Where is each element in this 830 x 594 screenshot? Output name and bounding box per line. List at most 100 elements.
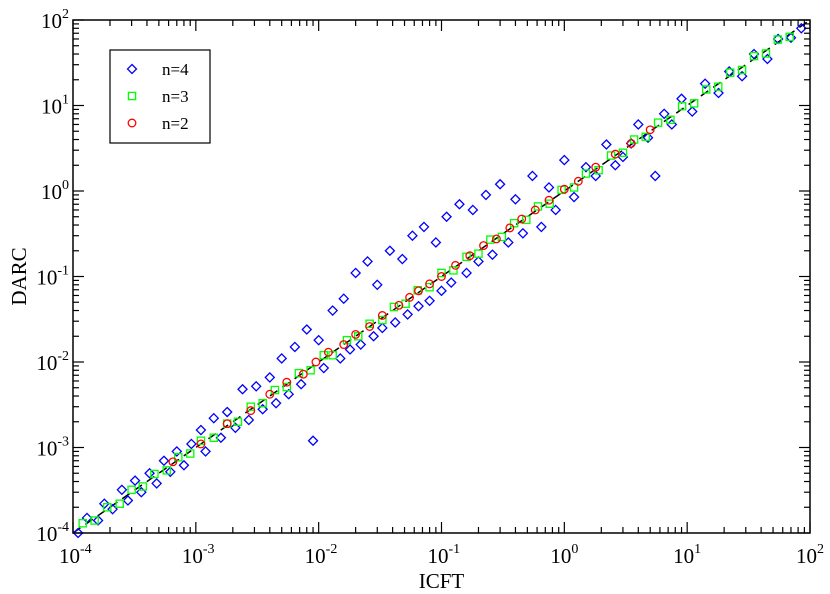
data-point-square bbox=[150, 469, 159, 479]
legend-marker-circle bbox=[127, 118, 137, 128]
data-point-diamond bbox=[445, 277, 457, 288]
y-tick-label: 101 bbox=[41, 93, 69, 119]
data-point-diamond bbox=[221, 406, 233, 418]
legend: n=4 n=3 n=2 bbox=[109, 49, 211, 144]
data-point-circle bbox=[491, 234, 501, 244]
legend-marker-diamond bbox=[126, 63, 138, 75]
data-point-square bbox=[725, 68, 735, 77]
data-point-diamond bbox=[676, 93, 687, 105]
data-point-diamond bbox=[257, 403, 269, 415]
data-point-diamond bbox=[494, 178, 506, 190]
data-point-circle bbox=[465, 251, 475, 261]
data-point-diamond bbox=[122, 495, 134, 506]
data-point-circle bbox=[573, 176, 583, 186]
data-point-square bbox=[246, 402, 256, 411]
data-point-diamond bbox=[355, 339, 367, 350]
data-point-square bbox=[115, 499, 124, 508]
legend-marker-n4 bbox=[126, 63, 138, 75]
legend-box bbox=[109, 49, 211, 144]
data-point-diamond bbox=[151, 478, 163, 489]
data-points bbox=[72, 22, 807, 539]
data-point-circle bbox=[365, 322, 375, 331]
data-point-diamond bbox=[250, 380, 262, 392]
y-tick-label: 10-4 bbox=[36, 520, 69, 546]
data-point-diamond bbox=[116, 484, 128, 496]
data-point-diamond bbox=[590, 170, 602, 182]
data-point-diamond bbox=[558, 154, 570, 166]
data-point-diamond bbox=[129, 475, 141, 487]
data-point-diamond bbox=[436, 285, 447, 297]
data-point-diamond bbox=[699, 78, 711, 90]
data-point-square bbox=[761, 49, 771, 58]
data-point-diamond bbox=[185, 438, 197, 450]
data-point-diamond bbox=[407, 230, 418, 242]
data-point-diamond bbox=[164, 466, 176, 478]
data-point-diamond bbox=[178, 459, 190, 471]
series-circle bbox=[168, 125, 655, 467]
data-point-diamond bbox=[761, 53, 773, 65]
data-point-square bbox=[749, 51, 759, 61]
data-point-diamond bbox=[318, 362, 330, 374]
data-point-square bbox=[90, 516, 99, 525]
data-point-diamond bbox=[243, 414, 255, 426]
data-point-square bbox=[449, 266, 458, 275]
data-point-diamond bbox=[283, 388, 295, 400]
data-point-diamond bbox=[535, 221, 547, 233]
data-point-square bbox=[78, 519, 87, 528]
data-point-square bbox=[233, 417, 243, 427]
data-point-circle bbox=[265, 389, 275, 399]
data-point-square bbox=[689, 99, 699, 108]
data-point-diamond bbox=[527, 170, 538, 182]
data-point-square bbox=[319, 350, 329, 360]
data-point-diamond bbox=[580, 161, 592, 173]
data-point-circle bbox=[405, 292, 415, 302]
legend-label: n=2 bbox=[162, 114, 189, 133]
data-point-diamond bbox=[713, 87, 724, 99]
data-point-square bbox=[497, 232, 507, 242]
data-point-diamond bbox=[454, 198, 465, 210]
data-point-diamond bbox=[736, 70, 748, 82]
legend-marker-square bbox=[127, 91, 137, 101]
data-point-square bbox=[594, 165, 603, 175]
data-point-square bbox=[306, 366, 315, 375]
y-tick-label: 10-2 bbox=[36, 349, 69, 375]
data-point-diamond bbox=[81, 512, 93, 524]
data-point-square bbox=[209, 433, 219, 443]
data-point-circle bbox=[451, 260, 460, 270]
data-point-square bbox=[365, 319, 374, 329]
data-point-diamond bbox=[632, 119, 644, 130]
data-point-diamond bbox=[92, 515, 104, 526]
data-point-square bbox=[581, 169, 591, 178]
data-point-diamond bbox=[686, 106, 698, 117]
data-point-square bbox=[522, 215, 531, 225]
x-tick-label: 10-1 bbox=[428, 542, 461, 568]
data-point-circle bbox=[559, 184, 569, 194]
data-point-diamond bbox=[158, 455, 170, 467]
data-point-diamond bbox=[600, 139, 612, 150]
data-point-diamond bbox=[402, 309, 414, 320]
legend-marker-n2 bbox=[127, 118, 137, 128]
data-point-diamond bbox=[171, 445, 183, 457]
data-point-circle bbox=[645, 125, 655, 135]
data-point-diamond bbox=[313, 334, 325, 346]
x-axis-title: ICFT bbox=[419, 569, 465, 593]
data-point-diamond bbox=[98, 498, 110, 510]
data-point-square bbox=[174, 452, 183, 462]
data-point-circle bbox=[479, 241, 489, 251]
data-point-circle bbox=[437, 272, 446, 281]
x-tick-label: 10-4 bbox=[59, 542, 92, 568]
data-point-square bbox=[545, 199, 554, 208]
data-point-diamond bbox=[487, 249, 498, 261]
legend-marker-n3 bbox=[127, 91, 137, 101]
data-point-diamond bbox=[461, 267, 472, 279]
data-point-diamond bbox=[642, 132, 654, 144]
data-point-square bbox=[569, 183, 579, 192]
data-point-diamond bbox=[368, 330, 380, 342]
y-tick-label: 10-1 bbox=[36, 264, 69, 290]
data-point-square bbox=[606, 151, 616, 160]
data-point-diamond bbox=[264, 372, 276, 383]
data-point-square bbox=[185, 449, 195, 458]
data-point-square bbox=[677, 102, 687, 111]
data-point-square bbox=[666, 115, 675, 125]
data-point-square bbox=[474, 249, 483, 258]
